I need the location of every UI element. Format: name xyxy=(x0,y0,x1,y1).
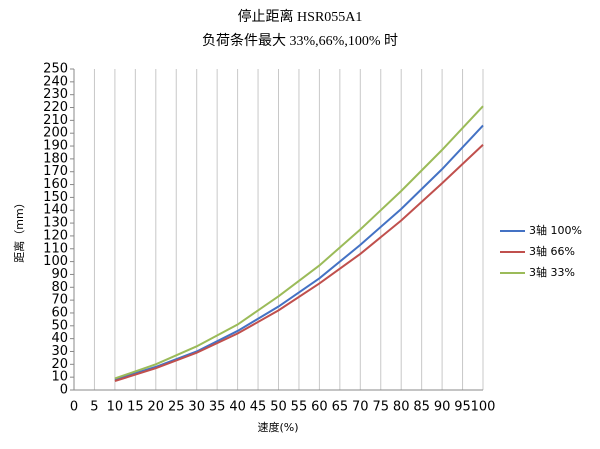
x-tick-label: 0 xyxy=(70,400,78,415)
x-tick-label: 55 xyxy=(291,400,308,415)
x-tick-label: 80 xyxy=(393,400,410,415)
y-tick-label: 40 xyxy=(51,331,68,346)
y-tick-label: 170 xyxy=(43,164,68,179)
x-tick-label: 30 xyxy=(188,400,205,415)
y-tick-label: 0 xyxy=(60,383,68,398)
y-tick-label: 160 xyxy=(43,177,68,192)
x-tick-label: 85 xyxy=(413,400,430,415)
y-axis-label: 距离（mm） xyxy=(12,197,26,262)
legend-label: 3轴 100% xyxy=(529,223,582,237)
x-tick-label: 5 xyxy=(90,400,98,415)
y-tick-label: 240 xyxy=(43,74,68,89)
x-tick-label: 60 xyxy=(311,400,328,415)
y-tick-label: 230 xyxy=(43,87,68,102)
x-tick-label: 35 xyxy=(209,400,226,415)
y-tick-label: 120 xyxy=(43,228,68,243)
y-tick-label: 100 xyxy=(43,254,68,269)
x-tick-label: 50 xyxy=(270,400,287,415)
x-tick-label: 75 xyxy=(372,400,389,415)
x-tick-label: 10 xyxy=(107,400,124,415)
y-tick-label: 130 xyxy=(43,216,68,231)
x-tick-label: 15 xyxy=(127,400,144,415)
y-tick-label: 60 xyxy=(51,305,68,320)
x-tick-label: 70 xyxy=(352,400,369,415)
legend-label: 3轴 33% xyxy=(529,265,575,279)
y-tick-label: 250 xyxy=(43,62,68,77)
x-tick-label: 90 xyxy=(434,400,451,415)
series-line xyxy=(114,105,484,380)
y-tick-label: 140 xyxy=(43,203,68,218)
y-tick-label: 10 xyxy=(51,370,68,385)
x-tick-label: 25 xyxy=(168,400,185,415)
x-tick-label: 95 xyxy=(454,400,471,415)
y-tick-label: 50 xyxy=(51,318,68,333)
x-tick-label: 20 xyxy=(148,400,165,415)
chart-title: 停止距离 HSR055A1 xyxy=(238,8,363,25)
x-axis-label: 速度(%) xyxy=(257,420,298,434)
x-tick-label: 40 xyxy=(229,400,246,415)
y-tick-label: 90 xyxy=(51,267,68,282)
y-tick-label: 20 xyxy=(51,357,68,372)
y-tick-label: 200 xyxy=(43,126,68,141)
y-tick-label: 80 xyxy=(51,280,68,295)
y-tick-label: 70 xyxy=(51,293,68,308)
series-line xyxy=(114,124,484,381)
y-tick-label: 190 xyxy=(43,139,68,154)
x-tick-label: 45 xyxy=(250,400,267,415)
chart-subtitle: 负荷条件最大 33%,66%,100% 时 xyxy=(202,32,398,49)
y-tick-label: 210 xyxy=(43,113,68,128)
legend-label: 3轴 66% xyxy=(529,244,575,258)
y-tick-label: 150 xyxy=(43,190,68,205)
series-line xyxy=(114,144,484,382)
x-tick-label: 65 xyxy=(332,400,349,415)
y-tick-label: 180 xyxy=(43,151,68,166)
y-tick-label: 30 xyxy=(51,344,68,359)
y-tick-label: 110 xyxy=(43,241,68,256)
x-tick-label: 100 xyxy=(471,400,496,415)
y-tick-label: 220 xyxy=(43,100,68,115)
